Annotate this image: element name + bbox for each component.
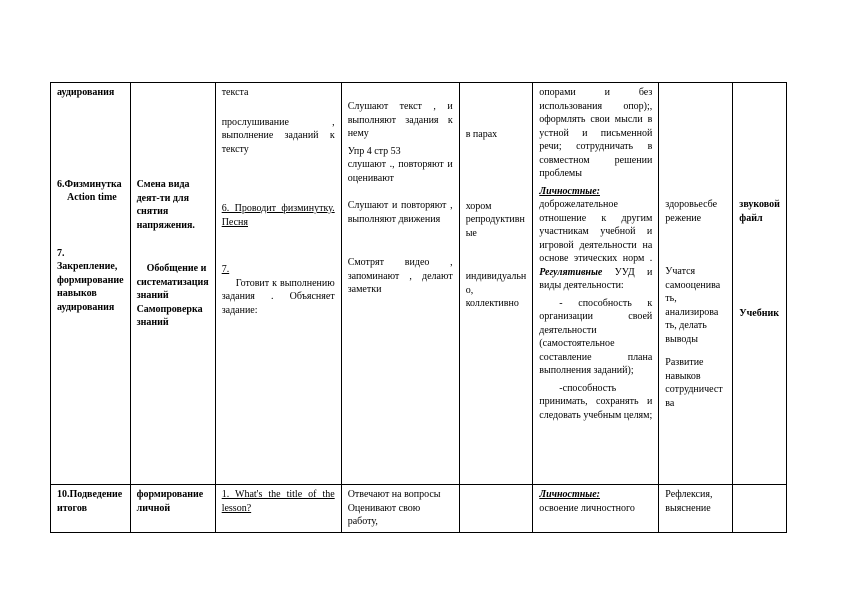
t: доброжелательное отношение к другим учас…: [539, 199, 652, 264]
t: Отвечают на вопросы: [348, 488, 453, 502]
t: ые: [466, 227, 527, 241]
t: самооценива: [665, 279, 726, 293]
t: Слушают текст , и выполняют задания к не…: [348, 100, 453, 141]
t: Смотрят видео , запоминают , делают заме…: [348, 256, 453, 297]
t: Смена вида: [137, 178, 209, 192]
t: репродуктивн: [466, 213, 527, 227]
t: Готовит к выполнению задания . Объясняет…: [222, 277, 335, 318]
t: формирование: [57, 274, 124, 288]
t: ть, делать: [665, 319, 726, 333]
t: Самопроверка: [137, 303, 209, 317]
t: звуковой: [739, 198, 780, 212]
r1-result: здоровьесбе режение Учатся самооценива т…: [659, 83, 733, 485]
t: прослушивание , выполнение заданий к тек…: [222, 116, 335, 157]
t: в парах: [466, 128, 527, 142]
t: ть,: [665, 292, 726, 306]
r2-teacher: 1. What's the title of the lesson?: [215, 485, 341, 533]
t: - способность к организации своей деятел…: [539, 297, 652, 378]
r2-form: [459, 485, 533, 533]
t: хором: [466, 200, 527, 214]
t: 7.: [222, 264, 230, 275]
t: Личностные:: [539, 185, 600, 199]
t: индивидуальн: [466, 270, 527, 284]
t: 1. What's the title of the lesson?: [222, 489, 335, 514]
t: 6. Проводит физминутку. Песня: [222, 203, 335, 228]
r2-students: Отвечают на вопросы Оценивают свою работ…: [341, 485, 459, 533]
t: Развитие: [665, 356, 726, 370]
lesson-plan-table: аудирования 6.Физминутка Action time 7. …: [50, 82, 787, 533]
r1-resource: звуковой файл Учебник: [733, 83, 787, 485]
t: Учебник: [739, 307, 780, 321]
t: знаний: [137, 316, 209, 330]
t: о,: [466, 284, 527, 298]
t: коллективно: [466, 297, 527, 311]
t: Оценивают свою работу,: [348, 502, 453, 529]
t: 6.Физминутка: [57, 178, 124, 192]
r2-resource: [733, 485, 787, 533]
t: знаний: [137, 289, 209, 303]
t: -способность принимать, сохранять и след…: [539, 382, 652, 423]
t: здоровьесбе: [665, 198, 726, 212]
t: Слушают и повторяют , выполняют движения: [348, 199, 453, 226]
t: ва: [665, 397, 726, 411]
t: Action time: [57, 191, 124, 205]
t: опорами и без использования опор);, офор…: [539, 86, 652, 181]
r2-stage: 10.Подведение итогов: [51, 485, 131, 533]
t: выводы: [665, 333, 726, 347]
t: слушают ., повторяют и оценивают: [348, 158, 453, 185]
t: Учатся: [665, 265, 726, 279]
t: личной: [137, 502, 209, 516]
t: 7.: [57, 247, 124, 261]
t: снятия: [137, 205, 209, 219]
t: освоение личностного: [539, 502, 652, 516]
t: Рефлексия,: [665, 488, 726, 502]
t: анализирова: [665, 306, 726, 320]
t: выяснение: [665, 502, 726, 516]
t: аудирования: [57, 301, 124, 315]
t: деят-ти для: [137, 192, 209, 206]
t: сотрудничест: [665, 383, 726, 397]
t: Личностные:: [539, 489, 600, 500]
t: Закрепление,: [57, 260, 124, 274]
r2-goal: формирование личной: [130, 485, 215, 533]
t: итогов: [57, 502, 124, 516]
t: формирование: [137, 488, 209, 502]
r2-uud: Личностные: освоение личностного: [533, 485, 659, 533]
t: текста: [222, 86, 335, 100]
t: навыков: [665, 370, 726, 384]
t: режение: [665, 212, 726, 226]
t: систематизация: [137, 276, 209, 290]
r1-uud: опорами и без использования опор);, офор…: [533, 83, 659, 485]
r2-result: Рефлексия, выяснение: [659, 485, 733, 533]
r1-goal: Смена вида деят-ти для снятия напряжения…: [130, 83, 215, 485]
t: Обобщение и: [137, 262, 209, 276]
t: файл: [739, 212, 780, 226]
t: 10.Подведение: [57, 488, 124, 502]
r1-form: в парах хором репродуктивн ые индивидуал…: [459, 83, 533, 485]
r1-stage: аудирования 6.Физминутка Action time 7. …: [51, 83, 131, 485]
t: Регулятивные: [539, 267, 602, 278]
t: Упр 4 стр 53: [348, 145, 453, 159]
r1-students: Слушают текст , и выполняют задания к не…: [341, 83, 459, 485]
t: навыков: [57, 287, 124, 301]
t: напряжения.: [137, 219, 209, 233]
t: аудирования: [57, 86, 124, 100]
r1-teacher: текста прослушивание , выполнение задани…: [215, 83, 341, 485]
